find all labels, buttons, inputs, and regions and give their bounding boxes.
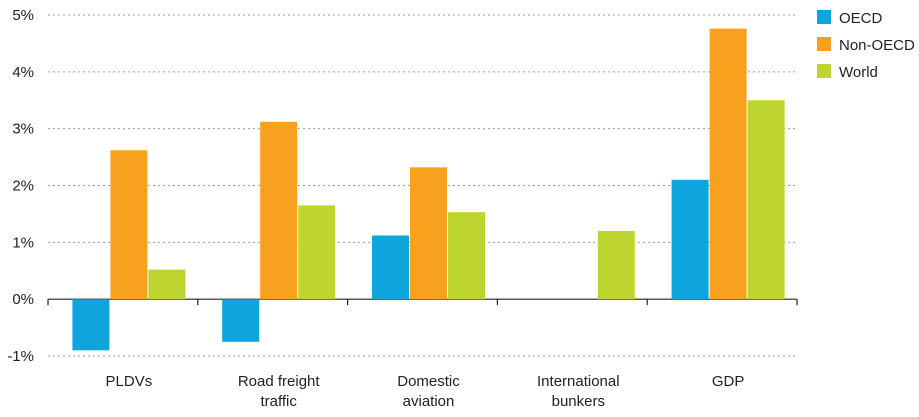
legend-label: OECD bbox=[839, 10, 883, 27]
bar-world bbox=[747, 100, 785, 300]
bar-oecd bbox=[72, 299, 110, 351]
bar-non-oecd bbox=[410, 167, 447, 300]
y-tick-label: 5% bbox=[12, 7, 34, 24]
bar-world bbox=[597, 230, 635, 300]
legend-swatch bbox=[817, 37, 831, 51]
bar-non-oecd bbox=[110, 150, 148, 300]
x-category-label: GDP bbox=[712, 373, 745, 390]
x-category-label: aviation bbox=[403, 393, 455, 410]
y-tick-label: 4% bbox=[12, 64, 34, 81]
y-tick-label: 2% bbox=[12, 178, 34, 195]
bar-oecd bbox=[671, 179, 709, 300]
bar-non-oecd bbox=[260, 121, 298, 300]
bar-world bbox=[448, 212, 485, 300]
legend-label: Non-OECD bbox=[839, 37, 915, 54]
x-category-label: PLDVs bbox=[106, 373, 153, 390]
x-category-label: traffic bbox=[260, 393, 297, 410]
legend-swatch bbox=[817, 64, 831, 78]
bar-world bbox=[298, 205, 336, 300]
bar-oecd bbox=[222, 299, 260, 342]
bar-oecd bbox=[372, 235, 409, 300]
legend-swatch bbox=[817, 10, 831, 24]
y-tick-label: 3% bbox=[12, 121, 34, 138]
x-category-label: International bbox=[537, 373, 620, 390]
x-category-label: Road freight bbox=[238, 373, 321, 390]
x-category-label: bunkers bbox=[552, 393, 605, 410]
y-tick-label: 0% bbox=[12, 291, 34, 308]
x-category-label: Domestic bbox=[397, 373, 460, 390]
y-tick-label: 1% bbox=[12, 234, 34, 251]
bar-non-oecd bbox=[709, 28, 747, 300]
legend-label: World bbox=[839, 64, 878, 81]
bar-world bbox=[148, 269, 186, 300]
y-tick-label: -1% bbox=[7, 348, 34, 365]
